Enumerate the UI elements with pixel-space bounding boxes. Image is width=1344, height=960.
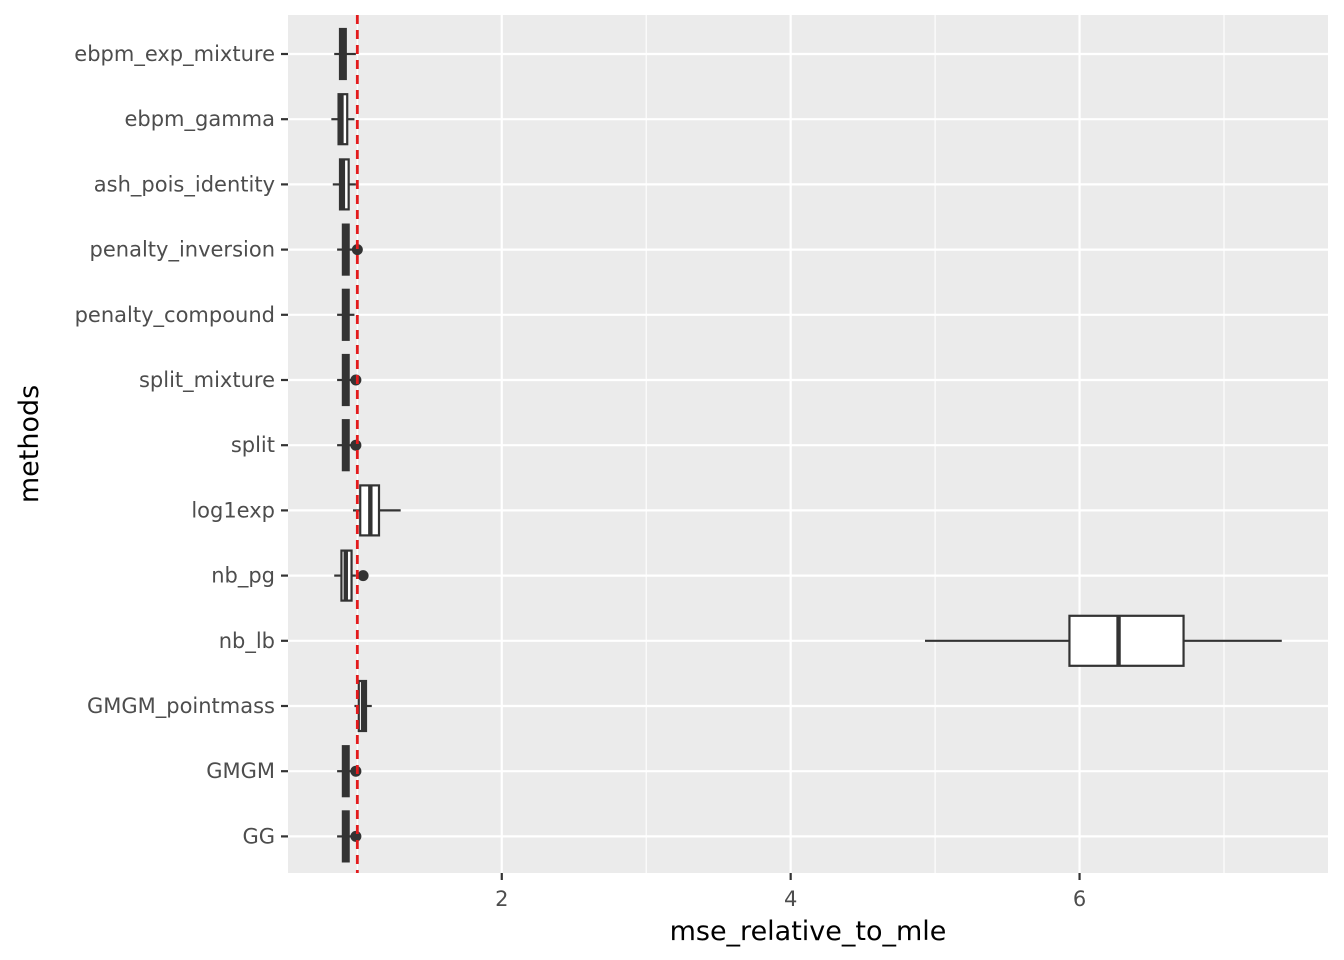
y-tick-label: penalty_inversion (90, 238, 275, 263)
y-tick-label: GG (242, 824, 275, 848)
box-penalty_inversion (337, 223, 363, 276)
box-GG (337, 810, 362, 863)
boxes (331, 27, 1282, 863)
box-ebpm_gamma (331, 93, 355, 146)
x-tick-label: 6 (1073, 887, 1086, 911)
outlier-point (350, 374, 362, 386)
box-nb_pg (334, 549, 369, 602)
y-tick-label: nb_lb (219, 629, 275, 654)
box-log1exp (353, 484, 401, 537)
y-tick-label: GMGM_pointmass (87, 694, 275, 719)
outlier-point (357, 570, 369, 582)
box-penalty_compound (337, 288, 355, 341)
y-tick-label: penalty_compound (75, 303, 275, 328)
y-tick-label: nb_pg (211, 564, 275, 589)
x-tick-label: 4 (784, 887, 797, 911)
x-axis-title: mse_relative_to_mle (670, 916, 947, 947)
y-tick-label: log1exp (191, 498, 275, 522)
y-tick-label: ash_pois_identity (94, 172, 275, 197)
box-ebpm_exp_mixture (334, 27, 356, 81)
plot-panel (288, 15, 1328, 873)
box-iqr (1068, 614, 1185, 667)
y-tick-label: split (231, 433, 275, 457)
outlier-point (350, 439, 362, 451)
box-GMGM_pointmass (354, 679, 372, 733)
box-nb_lb (925, 614, 1282, 667)
y-tick-label: split_mixture (139, 368, 275, 393)
box-ash_pois_identity (332, 158, 356, 211)
x-tick-label: 2 (495, 887, 508, 911)
y-tick-label: GMGM (206, 759, 275, 783)
grid-lines (288, 15, 1328, 873)
y-tick-label: ebpm_exp_mixture (74, 42, 275, 67)
outlier-point (350, 830, 362, 842)
y-tick-label: ebpm_gamma (124, 107, 275, 132)
y-axis-title: methods (14, 385, 45, 503)
outlier-point (350, 765, 362, 777)
axis-ticks: ebpm_exp_mixture ebpm_gamma ash_pois_ident… (74, 42, 1086, 911)
outlier-point (351, 244, 363, 256)
